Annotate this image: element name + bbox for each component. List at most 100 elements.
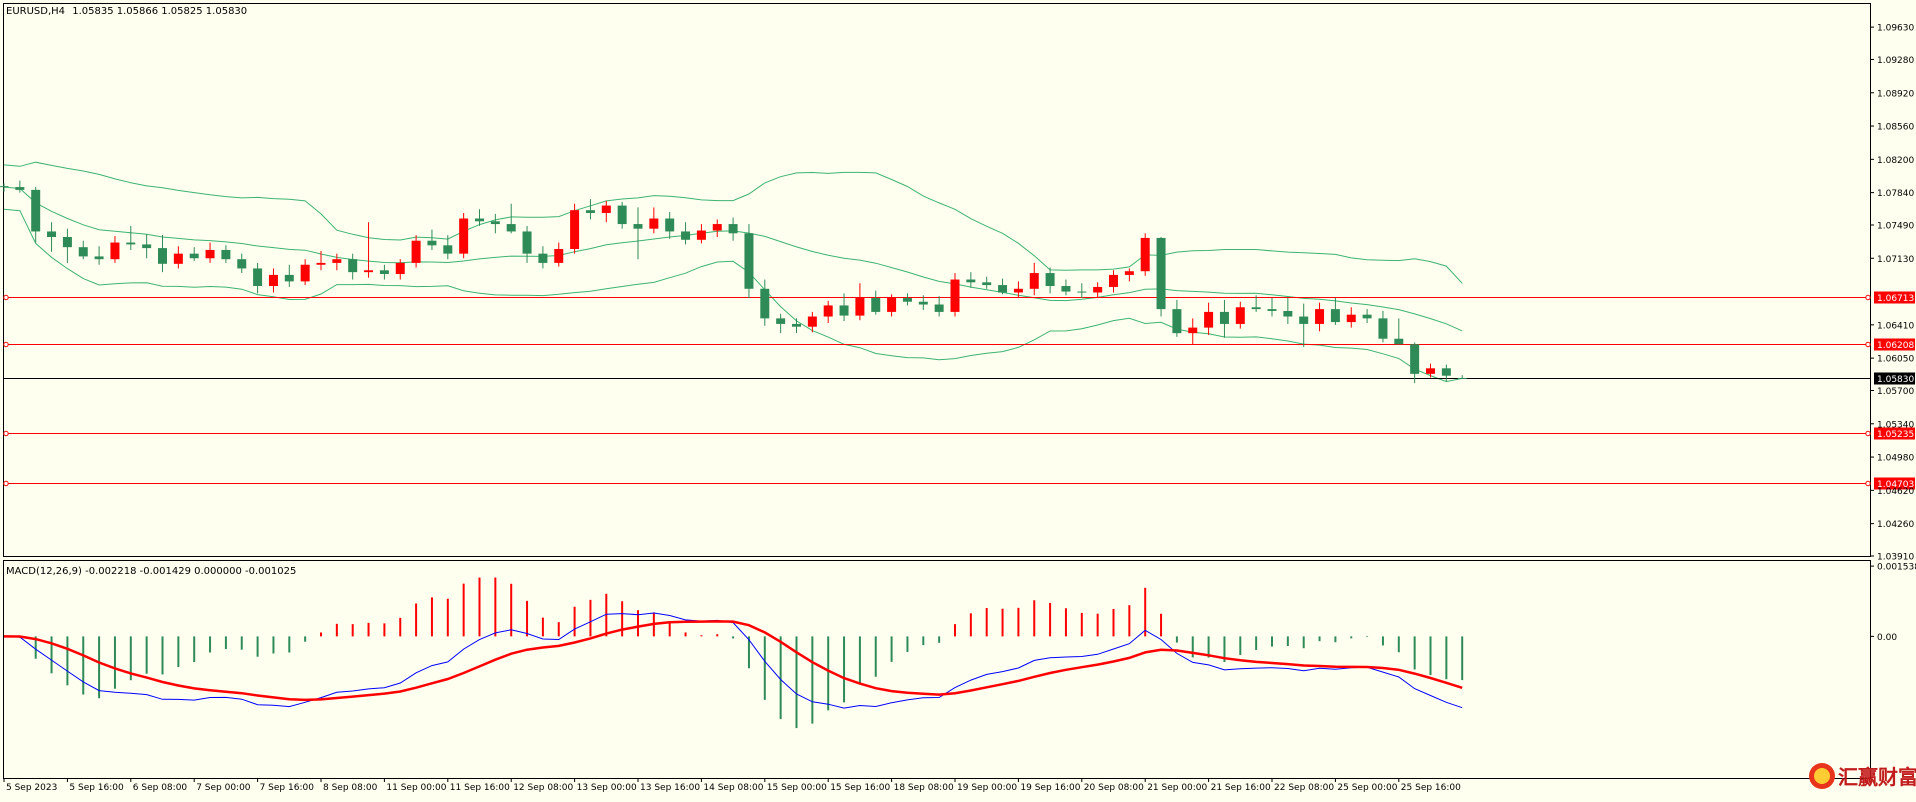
- candle: [934, 296, 944, 317]
- price-pane: [3, 3, 1871, 557]
- candle: [1077, 283, 1087, 299]
- time-tick-label: 8 Sep 08:00: [323, 783, 378, 793]
- price-tick-label: 1.07490: [1877, 221, 1914, 231]
- chart-title: EURUSD,H4 1.05835 1.05866 1.05825 1.0583…: [6, 6, 247, 17]
- price-axis: 1.09630 1.09280 1.08920 1.08560 1.08200 1.078…: [1870, 24, 1914, 563]
- time-tick-label: 12 Sep 08:00: [513, 783, 573, 793]
- candle-body: [1362, 314, 1372, 319]
- candle-body: [1330, 309, 1340, 323]
- candle-body: [506, 224, 516, 232]
- candle: [728, 217, 738, 241]
- level-anchor-left-icon: [3, 341, 9, 348]
- candle-body: [94, 256, 104, 260]
- signal-line: [3, 620, 1463, 702]
- candle: [1410, 342, 1420, 384]
- candle: [395, 259, 405, 280]
- candle: [538, 246, 548, 269]
- candle-body: [681, 231, 691, 240]
- candle-body: [1267, 309, 1277, 311]
- candle-body: [379, 270, 389, 274]
- candle: [300, 259, 310, 286]
- candle-body: [1156, 237, 1166, 310]
- price-tick-label: 1.03910: [1877, 553, 1914, 563]
- candle: [1346, 307, 1356, 328]
- horizontal-levels: 1.06713 1.06208 1.05235 1.04703 1.05830: [3, 291, 1915, 490]
- level-price-badge: [1874, 338, 1915, 351]
- candle-body: [1045, 273, 1055, 287]
- candle: [776, 313, 786, 334]
- candle: [142, 234, 152, 259]
- candle-body: [1029, 273, 1039, 289]
- candle-body: [427, 240, 437, 246]
- time-tick-label: 21 Sep 00:00: [1147, 783, 1207, 793]
- candle: [1394, 318, 1404, 345]
- candle-body: [142, 244, 152, 249]
- price-tick-label: 1.05340: [1877, 420, 1914, 430]
- time-tick-label: 25 Sep 16:00: [1401, 783, 1461, 793]
- candle-body: [1061, 286, 1071, 292]
- candle: [443, 235, 453, 260]
- candle: [205, 242, 215, 263]
- candle-body: [1093, 286, 1103, 293]
- candle-body: [284, 274, 294, 282]
- time-tick-label: 5 Sep 2023: [6, 783, 57, 793]
- candle: [1235, 301, 1245, 329]
- candle-body: [1457, 378, 1467, 380]
- candle: [998, 278, 1008, 295]
- macd-pane: [3, 560, 1871, 779]
- macd-title: MACD(12,26,9) -0.002218 -0.001429 0.0000…: [6, 566, 296, 577]
- candle-body: [189, 253, 199, 259]
- candle: [966, 272, 976, 288]
- candle: [1378, 310, 1388, 343]
- price-tick-label: 1.04260: [1877, 520, 1914, 530]
- candle-body: [712, 224, 722, 231]
- candle: [823, 300, 833, 323]
- candle: [712, 219, 722, 238]
- candle-body: [205, 249, 215, 259]
- candle-body: [601, 205, 611, 213]
- candle-body: [1077, 291, 1087, 293]
- candle-body: [475, 218, 484, 222]
- candle-body: [1109, 274, 1118, 287]
- candle: [31, 187, 41, 243]
- time-tick-label: 13 Sep 16:00: [640, 783, 700, 793]
- price-tick-label: 1.06410: [1877, 321, 1914, 331]
- candle-body: [760, 288, 770, 319]
- level-price-badge: [1874, 291, 1915, 304]
- time-tick-label: 13 Sep 00:00: [577, 783, 637, 793]
- candle-body: [15, 187, 25, 190]
- candle-body: [110, 242, 120, 260]
- macd-tick-label: 0.00: [1877, 633, 1897, 643]
- time-tick-label: 7 Sep 16:00: [260, 783, 315, 793]
- candle: [1093, 282, 1103, 299]
- time-tick-label: 18 Sep 08:00: [894, 783, 954, 793]
- candle: [173, 246, 183, 269]
- candle-body: [1251, 307, 1261, 310]
- level-price-label: 1.05235: [1877, 430, 1914, 440]
- candle: [284, 264, 294, 287]
- candle: [506, 203, 516, 234]
- candle: [459, 212, 469, 259]
- candle-body: [807, 316, 817, 327]
- price-tick-label: 1.09630: [1877, 24, 1914, 34]
- candle: [15, 180, 25, 193]
- time-tick-label: 25 Sep 00:00: [1337, 783, 1397, 793]
- candle-body: [237, 259, 247, 269]
- candle: [490, 213, 500, 234]
- candle-body: [1410, 344, 1420, 374]
- time-tick-label: 11 Sep 00:00: [386, 783, 446, 793]
- candle: [696, 224, 706, 244]
- candle-body: [617, 205, 627, 225]
- candle: [1204, 302, 1214, 336]
- candle-body: [1315, 309, 1325, 324]
- candle-body: [1140, 237, 1150, 272]
- candle: [744, 224, 754, 299]
- candle: [379, 264, 389, 280]
- price-tick-label: 1.08920: [1877, 89, 1914, 99]
- candle-body: [253, 268, 263, 287]
- candle-body: [1204, 311, 1214, 328]
- level-anchor-right-icon: [1865, 480, 1871, 487]
- macd-indicator: 0.001538 0.00: [3, 563, 1916, 729]
